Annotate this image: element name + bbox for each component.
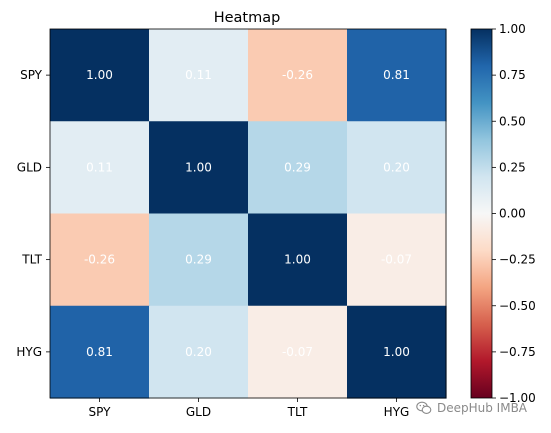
heatmap-cell: [347, 305, 447, 399]
colorbar-tick-label: 0.00: [499, 207, 526, 221]
heatmap-cell: [248, 121, 348, 215]
heatmap-cell: [50, 121, 150, 215]
cell-value-label: 0.11: [185, 68, 212, 82]
colorbar-tick-label: 1.00: [499, 22, 526, 36]
cell-value-label: 0.29: [185, 253, 212, 267]
x-tick-label: HYG: [384, 405, 410, 419]
cell-value-label: 1.00: [383, 345, 410, 359]
heatmap-cell: [248, 29, 348, 122]
x-tick-label: GLD: [186, 405, 211, 419]
heatmap-cell: [50, 305, 150, 399]
cell-value-label: -0.07: [381, 253, 412, 267]
colorbar: 1.00 0.75 0.50 0.25 0.00 −0.25 −0.50 −0.75 −1.00: [470, 22, 536, 405]
cell-value-label: 1.00: [185, 160, 212, 174]
heatmap-cell: [347, 213, 447, 307]
heatmap-axes: SPY GLD TLT HYG SPY GLD TLT HYG: [16, 28, 447, 419]
cell-value-label: 1.00: [284, 253, 311, 267]
chart-title: Heatmap: [214, 10, 281, 26]
watermark-text: DeepHub IMBA: [437, 401, 528, 415]
x-tick-label: TLT: [287, 405, 308, 419]
colorbar-tick-label: −1.00: [499, 391, 536, 405]
cell-value-label: 1.00: [86, 68, 113, 82]
heatmap-cell: [149, 213, 249, 307]
cell-value-label: -0.07: [282, 345, 313, 359]
colorbar-tick-label: 0.50: [499, 114, 526, 128]
heatmap-cell: [347, 121, 447, 215]
plot-frame: [49, 28, 447, 399]
y-tick-label: HYG: [16, 345, 42, 359]
wechat-icon: [416, 401, 432, 414]
x-tick-label: SPY: [89, 405, 112, 419]
cell-value-label: 0.20: [185, 345, 212, 359]
heatmap-cell: [50, 29, 150, 122]
colorbar-tick-label: −0.50: [499, 299, 536, 313]
heatmap-cell: [248, 305, 348, 399]
colorbar-tick-label: 0.75: [499, 68, 526, 82]
cell-value-label: 0.20: [383, 160, 410, 174]
cell-value-label: -0.26: [84, 253, 115, 267]
heatmap-cell-labels: 1.00 0.11 -0.26 0.81 0.11 1.00 0.29 0.20 -0.26 0.…: [84, 68, 412, 359]
colorbar-tick-label: −0.75: [499, 345, 536, 359]
cell-value-label: 0.29: [284, 160, 311, 174]
heatmap-cell: [50, 213, 150, 307]
heatmap-cell: [149, 305, 249, 399]
heatmap-cells: [50, 29, 447, 399]
heatmap-cell: [248, 213, 348, 307]
watermark: DeepHub IMBA: [416, 398, 527, 418]
y-tick-label: GLD: [17, 160, 42, 174]
cell-value-label: 0.81: [383, 68, 410, 82]
heatmap-cell: [149, 121, 249, 215]
colorbar-tick-label: −0.25: [499, 253, 536, 267]
cell-value-label: 0.81: [86, 345, 113, 359]
cell-value-label: 0.11: [86, 160, 113, 174]
heatmap-cell: [347, 29, 447, 122]
colorbar-gradient: [470, 28, 493, 399]
colorbar-tick-label: 0.25: [499, 160, 526, 174]
y-tick-label: SPY: [20, 68, 43, 82]
heatmap-cell: [149, 29, 249, 122]
y-tick-label: TLT: [21, 253, 42, 267]
cell-value-label: -0.26: [282, 68, 313, 82]
